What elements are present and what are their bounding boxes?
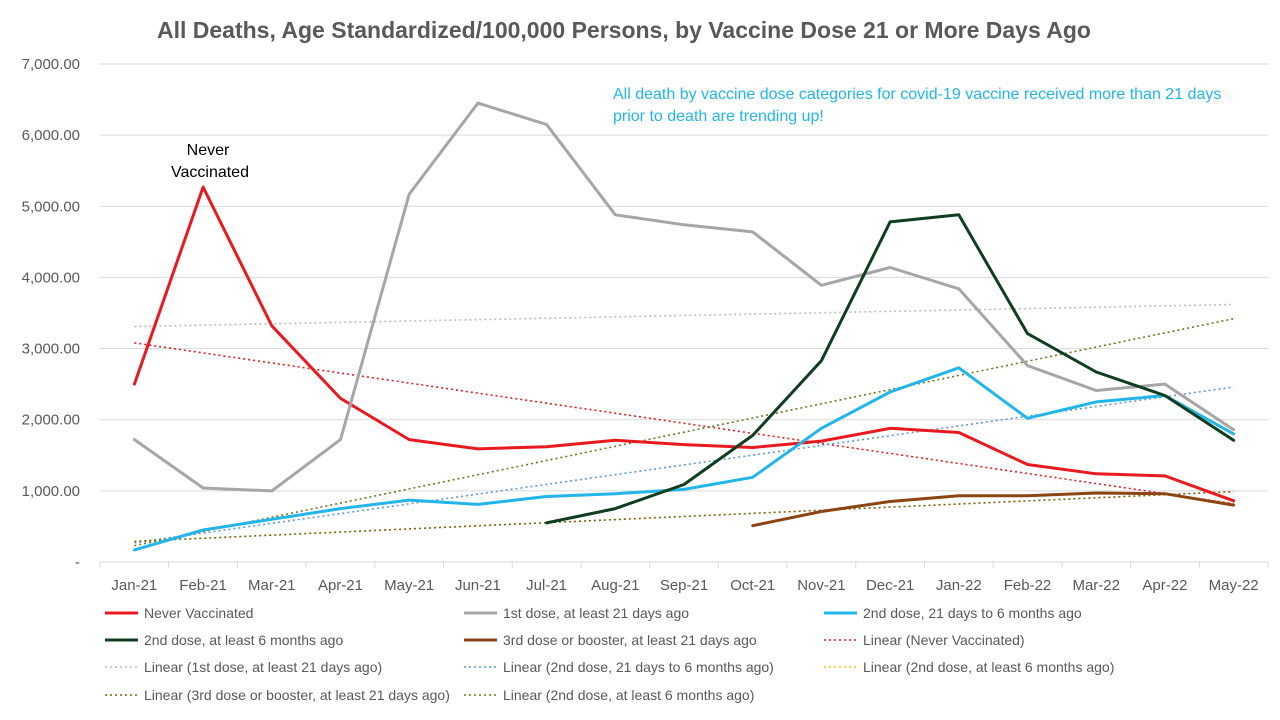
legend-item: Linear (3rd dose or booster, at least 21… bbox=[105, 687, 450, 703]
x-tick-label: Oct-21 bbox=[730, 577, 775, 594]
x-tick-label: Sep-21 bbox=[660, 577, 708, 594]
legend-label: Linear (Never Vaccinated) bbox=[863, 632, 1025, 648]
x-tick-label: Dec-21 bbox=[866, 577, 914, 594]
legend-label: Never Vaccinated bbox=[144, 605, 253, 621]
annotations: Never Vaccinated All death by vaccine do… bbox=[171, 86, 1221, 181]
series-line-2 bbox=[132, 366, 1236, 552]
trendline-5 bbox=[134, 317, 1234, 547]
annotation-never-line2: Vaccinated bbox=[171, 164, 249, 181]
legend-item: 1st dose, at least 21 days ago bbox=[464, 605, 689, 621]
y-tick-label: - bbox=[75, 554, 80, 571]
legend: Never Vaccinated 1st dose, at least 21 da… bbox=[105, 605, 1114, 703]
series-lines bbox=[132, 101, 1236, 552]
x-tick-label: Jul-21 bbox=[526, 577, 567, 594]
y-tick-label: 1,000.00 bbox=[22, 483, 80, 500]
y-tick-label: 5,000.00 bbox=[22, 198, 80, 215]
x-tick-label: Nov-21 bbox=[797, 577, 845, 594]
legend-item: Linear (2nd dose, 21 days to 6 months ag… bbox=[464, 659, 774, 675]
legend-label: Linear (3rd dose or booster, at least 21… bbox=[144, 687, 450, 703]
legend-item: Linear (2nd dose, at least 6 months ago) bbox=[464, 687, 754, 703]
x-tick-label: Jan-21 bbox=[111, 577, 157, 594]
y-axis: - 1,000.00 2,000.00 3,000.00 4,000.00 5,000.0… bbox=[22, 56, 80, 571]
legend-label: 3rd dose or booster, at least 21 days ag… bbox=[503, 632, 757, 648]
x-tick-label: Jan-22 bbox=[936, 577, 982, 594]
annotation-trend-line2: prior to death are trending up! bbox=[613, 108, 824, 125]
legend-label: 2nd dose, 21 days to 6 months ago bbox=[863, 605, 1082, 621]
trendline-2 bbox=[134, 386, 1234, 544]
legend-item: Never Vaccinated bbox=[105, 605, 253, 621]
trendline-1 bbox=[134, 303, 1234, 328]
series-line-1 bbox=[132, 101, 1236, 493]
x-tick-label: Apr-21 bbox=[318, 577, 363, 594]
trendline-4 bbox=[134, 490, 1234, 543]
y-tick-label: 6,000.00 bbox=[22, 127, 80, 144]
x-tick-label: Feb-22 bbox=[1004, 577, 1052, 594]
trendlines bbox=[134, 303, 1234, 547]
x-axis: Jan-21 Feb-21 Mar-21 Apr-21 May-21 Jun-21 Jul-… bbox=[99, 561, 1269, 594]
legend-item: 2nd dose, 21 days to 6 months ago bbox=[824, 605, 1082, 621]
x-tick-label: Feb-21 bbox=[179, 577, 227, 594]
legend-label: 1st dose, at least 21 days ago bbox=[503, 605, 689, 621]
legend-label: Linear (2nd dose, 21 days to 6 months ag… bbox=[503, 659, 774, 675]
legend-item: Linear (1st dose, at least 21 days ago) bbox=[105, 659, 382, 675]
gridlines bbox=[100, 63, 1268, 492]
x-tick-label: Mar-21 bbox=[248, 577, 296, 594]
annotation-never-line1: Never bbox=[187, 142, 230, 159]
y-tick-label: 7,000.00 bbox=[22, 56, 80, 73]
chart-title: All Deaths, Age Standardized/100,000 Per… bbox=[157, 17, 1091, 43]
legend-label: Linear (2nd dose, at least 6 months ago) bbox=[863, 659, 1114, 675]
series-line-0 bbox=[132, 185, 1236, 503]
legend-label: Linear (1st dose, at least 21 days ago) bbox=[144, 659, 382, 675]
series-line-4 bbox=[751, 491, 1236, 528]
x-tick-label: Aug-21 bbox=[591, 577, 639, 594]
legend-item: Linear (Never Vaccinated) bbox=[824, 632, 1025, 648]
x-tick-label: May-21 bbox=[384, 577, 434, 594]
y-tick-label: 4,000.00 bbox=[22, 269, 80, 286]
x-tick-label: Apr-22 bbox=[1142, 577, 1187, 594]
annotation-trend-line1: All death by vaccine dose categories for… bbox=[613, 86, 1221, 103]
trendline-0 bbox=[134, 342, 1234, 505]
legend-item: 3rd dose or booster, at least 21 days ag… bbox=[464, 632, 757, 648]
series-line-3 bbox=[545, 213, 1236, 525]
legend-item: Linear (2nd dose, at least 6 months ago) bbox=[824, 659, 1114, 675]
x-tick-label: Mar-22 bbox=[1072, 577, 1120, 594]
legend-label: Linear (2nd dose, at least 6 months ago) bbox=[503, 687, 754, 703]
legend-label: 2nd dose, at least 6 months ago bbox=[144, 632, 343, 648]
legend-item: 2nd dose, at least 6 months ago bbox=[105, 632, 343, 648]
y-tick-label: 2,000.00 bbox=[22, 412, 80, 429]
x-tick-label: Jun-21 bbox=[455, 577, 501, 594]
y-tick-label: 3,000.00 bbox=[22, 341, 80, 358]
x-tick-label: May-22 bbox=[1209, 577, 1259, 594]
